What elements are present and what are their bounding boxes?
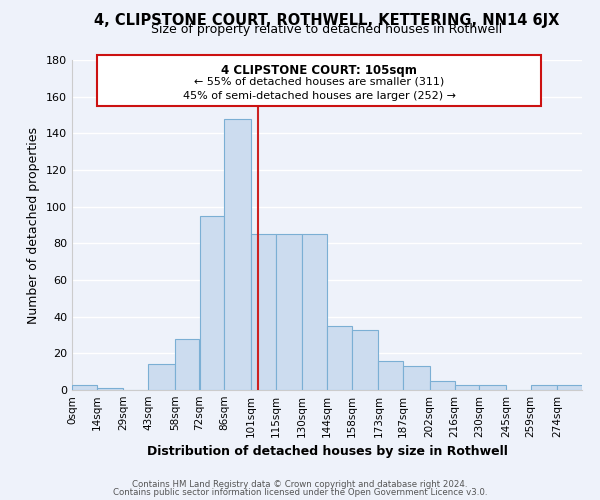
Bar — [479, 384, 506, 390]
Bar — [148, 364, 175, 390]
Text: Contains public sector information licensed under the Open Government Licence v3: Contains public sector information licen… — [113, 488, 487, 497]
Bar — [251, 234, 275, 390]
Y-axis label: Number of detached properties: Number of detached properties — [28, 126, 40, 324]
Text: Contains HM Land Registry data © Crown copyright and database right 2024.: Contains HM Land Registry data © Crown c… — [132, 480, 468, 489]
Bar — [224, 118, 251, 390]
Text: ← 55% of detached houses are smaller (311): ← 55% of detached houses are smaller (31… — [194, 76, 444, 86]
Bar — [455, 384, 479, 390]
Bar — [175, 338, 199, 390]
Bar — [72, 384, 97, 390]
Bar — [530, 384, 557, 390]
Bar — [327, 326, 352, 390]
Bar — [302, 234, 327, 390]
Bar — [379, 360, 403, 390]
Bar — [430, 381, 455, 390]
Bar — [97, 388, 124, 390]
Text: 45% of semi-detached houses are larger (252) →: 45% of semi-detached houses are larger (… — [182, 91, 455, 101]
Bar — [199, 216, 224, 390]
Text: 4, CLIPSTONE COURT, ROTHWELL, KETTERING, NN14 6JX: 4, CLIPSTONE COURT, ROTHWELL, KETTERING,… — [94, 12, 560, 28]
FancyBboxPatch shape — [97, 54, 541, 106]
Bar — [557, 384, 582, 390]
Text: Size of property relative to detached houses in Rothwell: Size of property relative to detached ho… — [151, 22, 503, 36]
Bar — [403, 366, 430, 390]
X-axis label: Distribution of detached houses by size in Rothwell: Distribution of detached houses by size … — [146, 446, 508, 458]
Bar — [352, 330, 379, 390]
Bar — [275, 234, 302, 390]
Text: 4 CLIPSTONE COURT: 105sqm: 4 CLIPSTONE COURT: 105sqm — [221, 64, 417, 76]
